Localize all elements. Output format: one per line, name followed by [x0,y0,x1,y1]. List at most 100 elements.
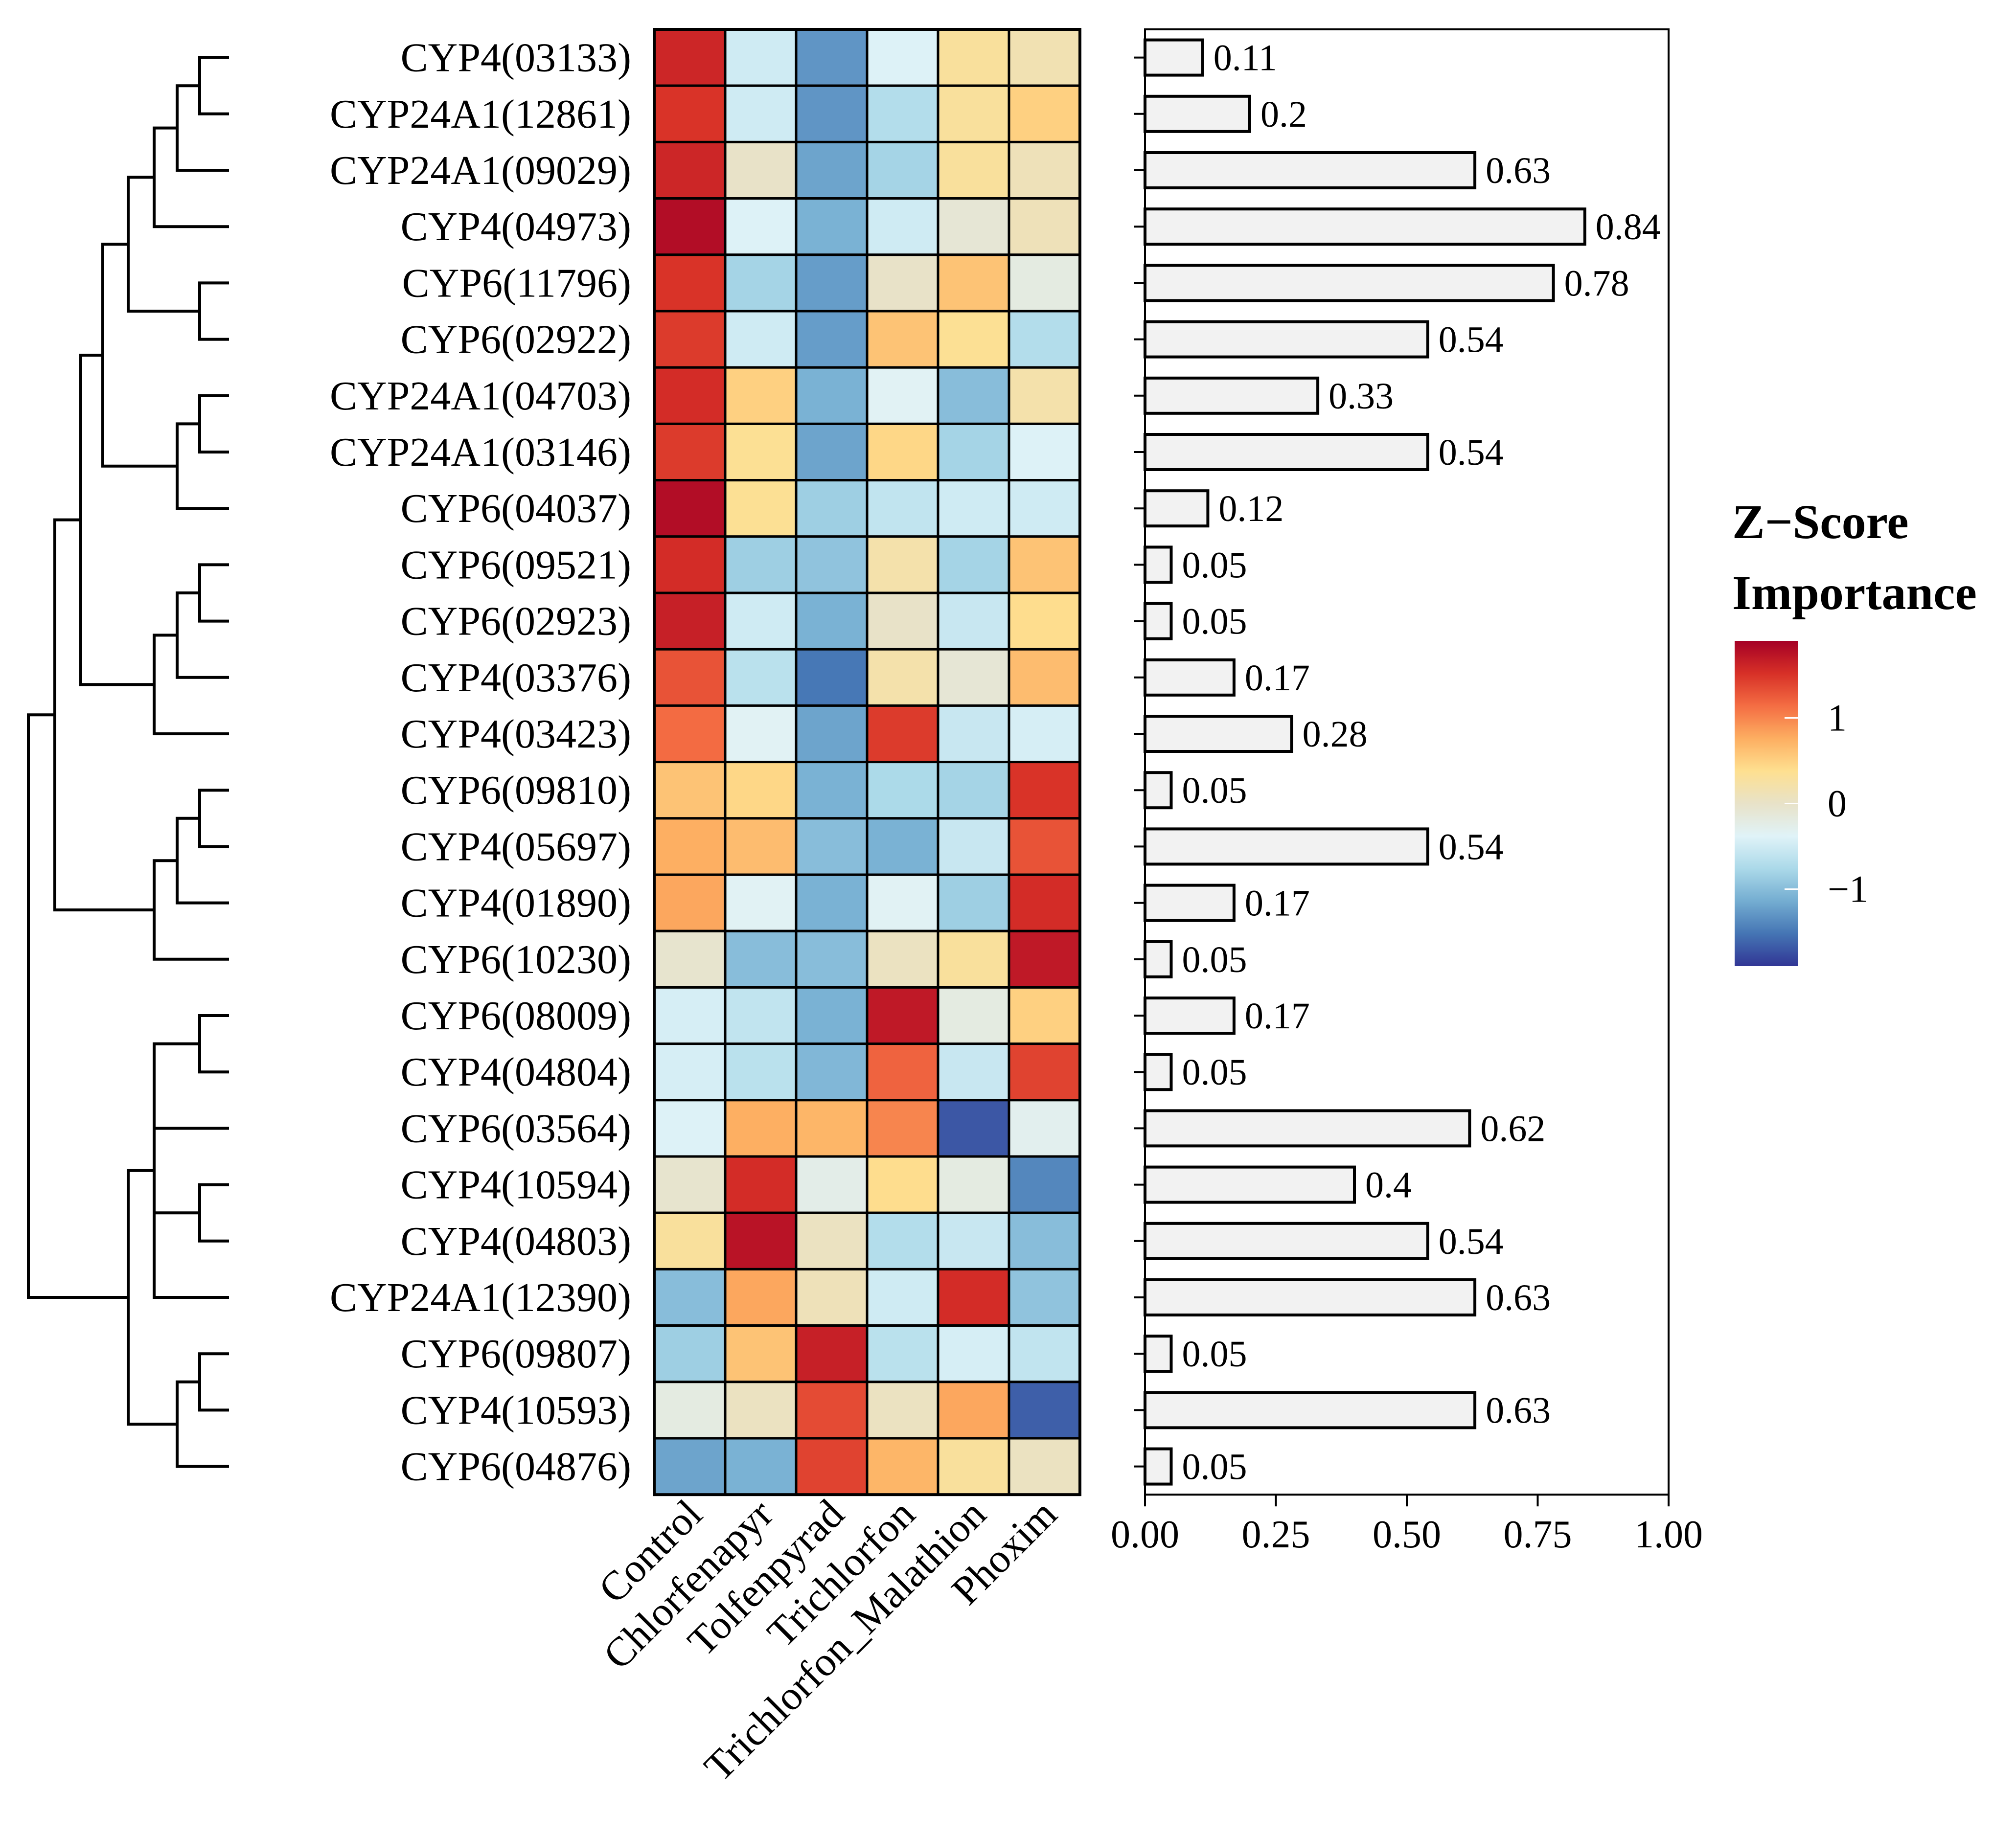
heatmap-border [653,28,1081,1496]
heatmap-cell [937,648,1010,707]
bar-value-label: 0.4 [1365,1165,1412,1206]
heatmap-cell [653,929,727,989]
dendrogram-link [79,354,154,686]
bar-value-label: 0.11 [1214,38,1277,79]
row-label: CYP24A1(09029) [330,148,631,193]
importance-bar [1144,1109,1471,1148]
bar-value-label: 0.12 [1218,488,1283,529]
heatmap-cell [795,1043,869,1102]
heatmap-cell [866,479,939,538]
heatmap-cell [795,1324,869,1383]
heatmap-cell [1008,310,1081,369]
colorbar-tick-label: −1 [1828,868,1868,910]
heatmap-cell [724,1268,798,1327]
importance-bar [1144,433,1429,471]
heatmap-cell [724,1211,798,1270]
row-label: CYP4(05697) [401,824,631,869]
heatmap-cell [724,479,798,538]
heatmap-cell [724,1043,798,1102]
importance-bar [1144,38,1204,77]
dendrogram-link [176,422,229,510]
importance-bar [1144,320,1429,359]
heatmap-cell [653,310,727,369]
heatmap-cell [653,1211,727,1270]
heatmap-cell [795,310,869,369]
heatmap-cell [937,761,1010,820]
heatmap-cell [1008,1155,1081,1214]
dendrogram-link [198,789,229,848]
heatmap-cell [1008,28,1081,87]
heatmap-cell [795,591,869,651]
row-label: CYP4(04804) [401,1049,631,1095]
bar-value-label: 0.54 [1439,432,1504,473]
dendrogram-link [176,816,229,905]
heatmap-cell [1008,986,1081,1045]
heatmap-cell [937,1324,1010,1383]
heatmap-cell [1008,253,1081,313]
heatmap-cell [937,28,1010,87]
heatmap-cell [795,1268,869,1327]
bar-value-label: 0.05 [1182,1447,1247,1488]
heatmap-cell [653,1043,727,1102]
heatmap-cell [937,1211,1010,1270]
heatmap-cell [724,1381,798,1440]
heatmap-cell [866,1099,939,1158]
heatmap-cell [866,591,939,651]
dendrogram-link [198,1014,229,1074]
row-label: CYP24A1(12390) [330,1275,631,1320]
dendrogram-link [127,176,200,313]
heatmap-cell [937,1043,1010,1102]
heatmap-cell [653,1381,727,1440]
importance-bar [1144,1222,1429,1260]
importance-bar [1144,207,1586,246]
colorbar-legend: Z−Score Importance 1 0 −1 [1732,495,1977,966]
heatmap-cell [937,84,1010,143]
heatmap-cell [795,761,869,820]
bar-value-label: 0.33 [1329,376,1394,417]
bar-value-label: 0.54 [1439,319,1504,361]
heatmap-cell [937,817,1010,876]
heatmap-cell [795,1381,869,1440]
heatmap-cell [1008,366,1081,425]
dendrogram-link [153,859,229,961]
heatmap-cell [795,1437,869,1496]
importance-bar-panel: 0.110.20.630.840.780.540.330.540.120.050… [1111,28,1703,1556]
heatmap-cell [866,28,939,87]
heatmap-cell [795,253,869,313]
importance-bar [1144,1053,1173,1091]
heatmap-cell [1008,479,1081,538]
dendrogram-link [198,281,229,341]
heatmap-cell [1008,1324,1081,1383]
row-label: CYP4(01890) [401,881,631,926]
row-label: CYP24A1(04703) [330,373,631,419]
heatmap-cell [795,986,869,1045]
heatmap-cell [795,197,869,256]
bar-x-tick-label: 0.75 [1504,1513,1572,1556]
dendrogram-link [198,394,229,453]
heatmap-cell [724,535,798,594]
heatmap-cell [724,366,798,425]
heatmap-cell [937,1437,1010,1496]
importance-bar [1144,771,1173,810]
row-label: CYP6(09521) [401,542,631,588]
row-label: CYP6(10230) [401,937,631,982]
bar-value-label: 0.05 [1182,601,1247,642]
heatmap-cell [795,366,869,425]
heatmap-cell [653,84,727,143]
dendrogram-link [153,1042,229,1130]
importance-bar [1144,264,1555,302]
bar-value-label: 0.17 [1245,883,1310,924]
heatmap-cell [653,422,727,482]
importance-bar [1144,545,1173,584]
heatmap-cell [795,1099,869,1158]
heatmap-cell [866,310,939,369]
heatmap-cell [724,817,798,876]
bar-x-tick-label: 0.00 [1111,1513,1179,1556]
row-label: CYP4(10593) [401,1387,631,1433]
heatmap-cell [653,761,727,820]
heatmap-cell [724,84,798,143]
heatmap-cell [653,648,727,707]
heatmap-cell [724,648,798,707]
importance-bar [1144,151,1477,189]
